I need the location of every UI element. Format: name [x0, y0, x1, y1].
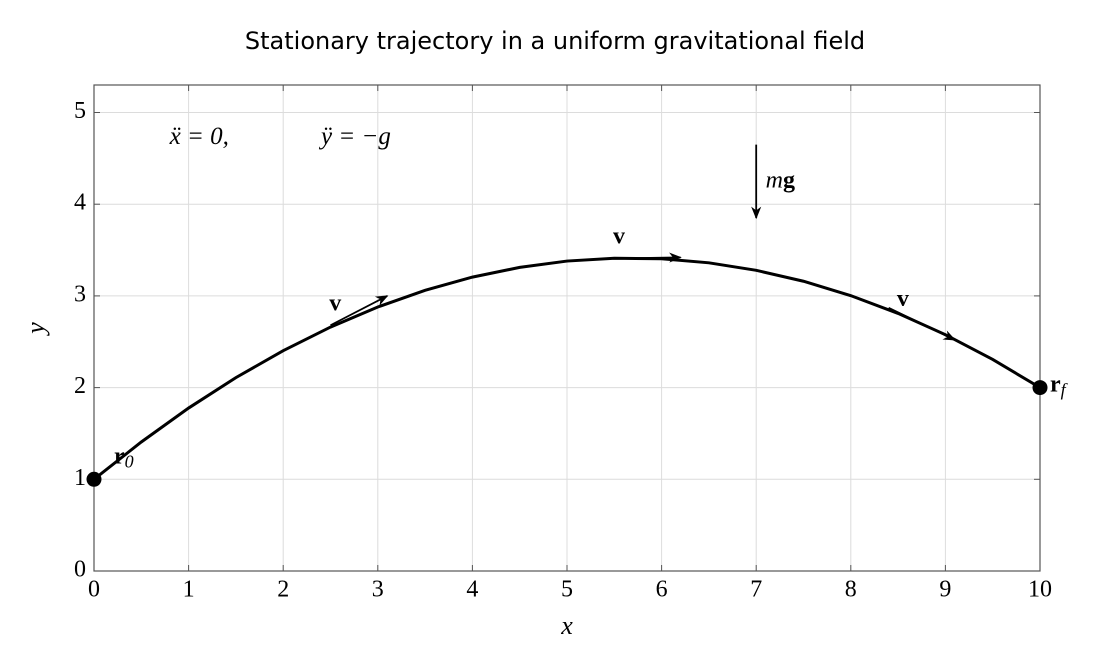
- x-tick-label: 6: [656, 577, 668, 603]
- trajectory: [93, 256, 1041, 481]
- endpoint-label-sub: f: [1061, 380, 1069, 400]
- y-tick-label: 3: [74, 281, 86, 307]
- x-tick-label: 0: [88, 577, 100, 603]
- endpoint: [1032, 380, 1048, 396]
- endpoint-label: r0: [114, 443, 134, 472]
- y-tick-label: 0: [74, 557, 86, 583]
- y-tick-label: 5: [74, 98, 86, 124]
- endpoint-label: rf: [1050, 371, 1069, 400]
- y-axis-label: y: [21, 322, 50, 337]
- chart-title: Stationary trajectory in a uniform gravi…: [245, 27, 865, 55]
- endpoint-label-sub: 0: [125, 451, 134, 471]
- vector-arrow: [888, 307, 956, 341]
- vector-label: v: [613, 224, 625, 250]
- x-tick-label: 10: [1028, 577, 1052, 603]
- x-tick-label: 7: [750, 577, 762, 603]
- endpoint: [86, 471, 102, 487]
- vector-label: v: [329, 291, 341, 317]
- x-tick-label: 1: [183, 577, 195, 603]
- vector-label: mg: [766, 167, 795, 193]
- x-tick-label: 3: [372, 577, 384, 603]
- vector-label-part: g: [783, 167, 795, 193]
- vector-label-part: m: [766, 167, 783, 193]
- y-tick-label: 2: [74, 373, 86, 399]
- x-tick-label: 2: [277, 577, 289, 603]
- endpoint-label-main: r: [1050, 371, 1061, 397]
- equation: ÿ = −g: [318, 123, 391, 150]
- y-tick-label: 1: [74, 465, 86, 491]
- equation: ẍ = 0,: [169, 123, 229, 150]
- x-tick-label: 5: [561, 577, 573, 603]
- y-tick-label: 4: [74, 190, 86, 216]
- vector-arrow: [330, 295, 389, 327]
- x-axis-label: x: [560, 611, 573, 640]
- x-tick-label: 4: [466, 577, 478, 603]
- endpoint-label-main: r: [114, 443, 125, 469]
- vector-arrow: [623, 252, 682, 263]
- x-tick-label: 9: [939, 577, 951, 603]
- vector-label: v: [897, 286, 909, 312]
- x-tick-label: 8: [845, 577, 857, 603]
